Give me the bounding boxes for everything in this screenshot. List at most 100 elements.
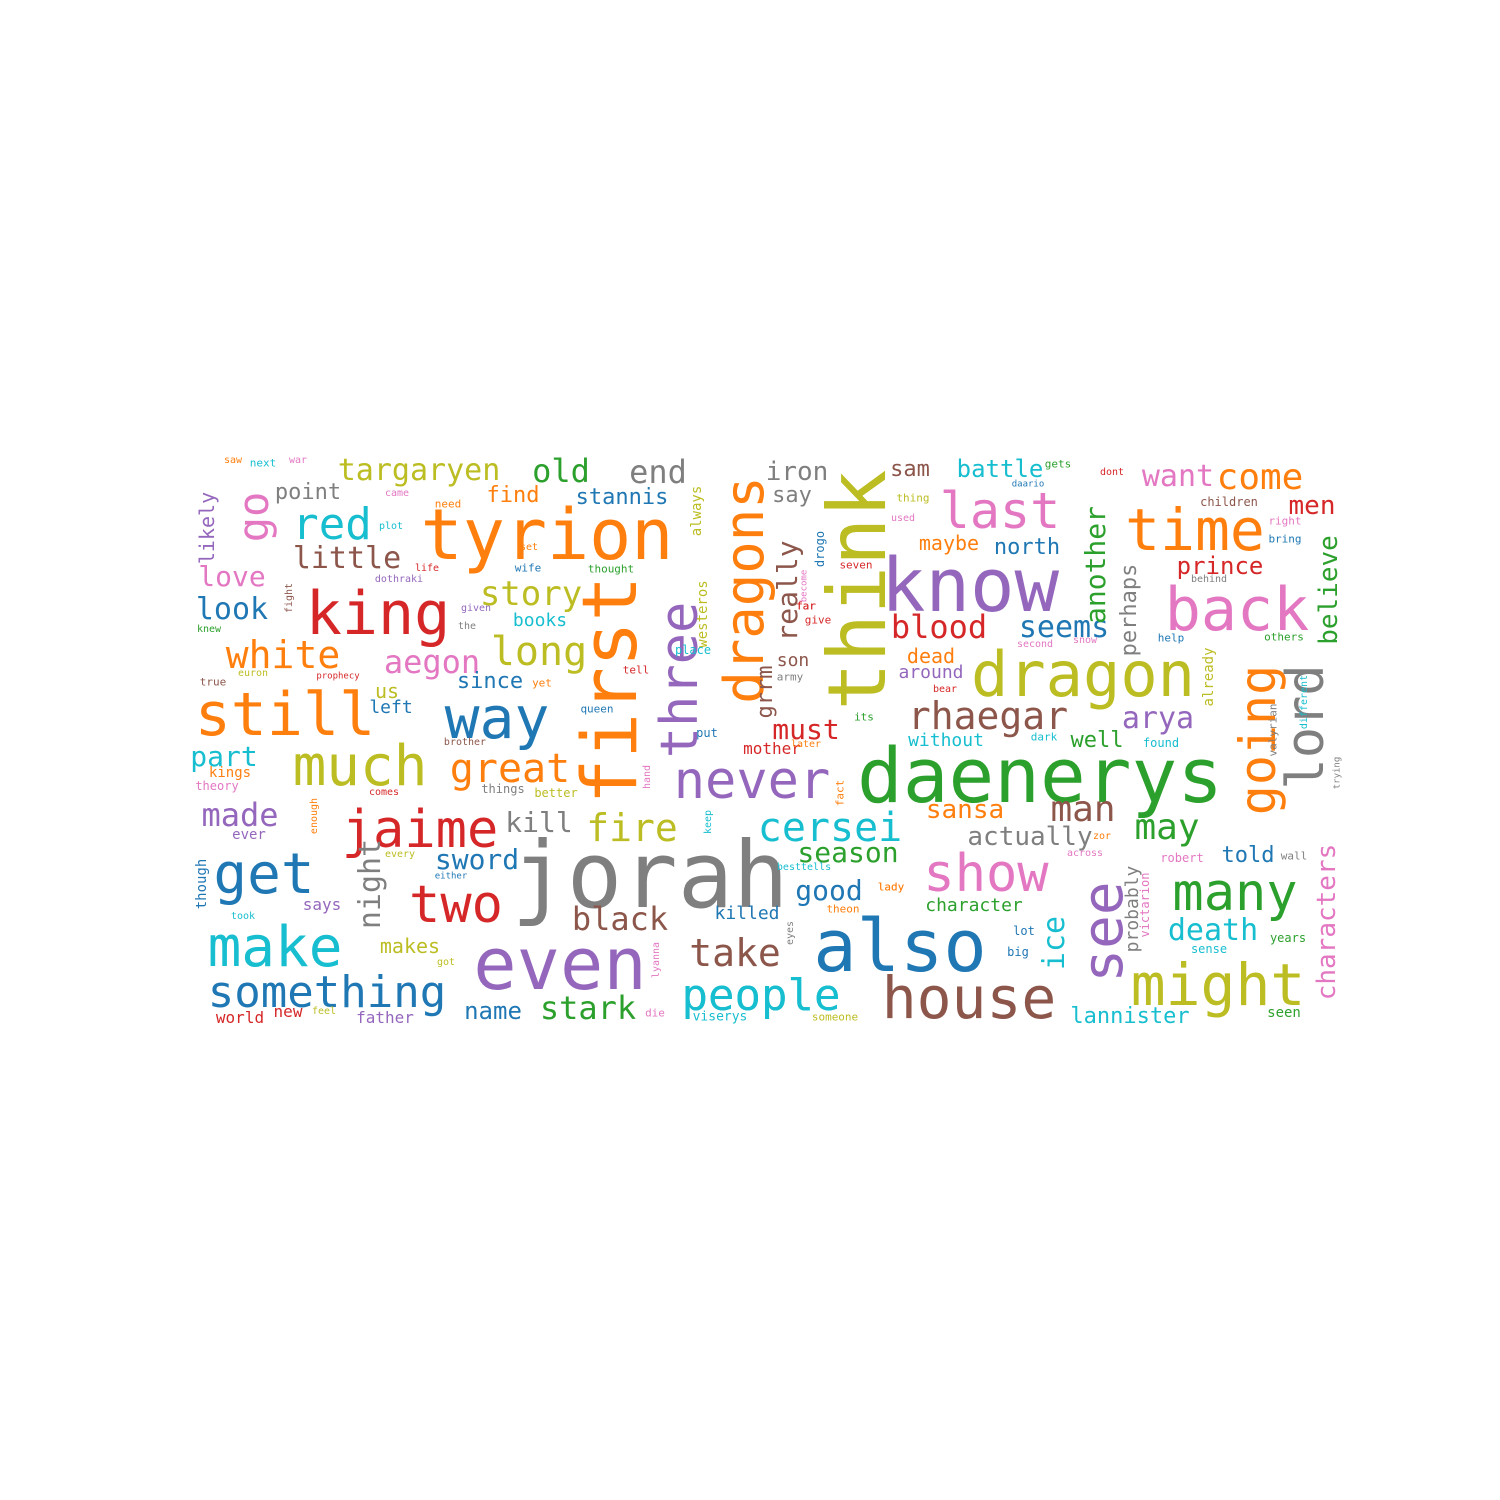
word-point: point xyxy=(274,480,342,505)
word-sword: sword xyxy=(434,843,520,876)
word-know: know xyxy=(880,543,1060,629)
word-prince: prince xyxy=(1176,552,1264,580)
word-brother: brother xyxy=(443,737,487,748)
word-others: others xyxy=(1264,630,1304,644)
word-lady: lady xyxy=(877,880,905,894)
word-look: look xyxy=(195,592,269,627)
word-might: might xyxy=(1130,951,1306,1019)
word-left: left xyxy=(369,697,413,718)
word-zor: zor xyxy=(1092,831,1112,842)
word-took: took xyxy=(230,911,256,922)
word-jaime: jaime xyxy=(341,800,499,860)
word-another: another xyxy=(1079,505,1112,625)
word-different: different xyxy=(1299,674,1310,730)
word-enough: enough xyxy=(309,797,320,835)
word-thought: thought xyxy=(587,562,635,576)
word-need: need xyxy=(434,497,462,511)
word-house: house xyxy=(881,964,1057,1032)
word-red: red xyxy=(292,499,372,550)
word-set: set xyxy=(519,542,539,553)
word-used: used xyxy=(890,513,916,524)
word-dark: dark xyxy=(1030,730,1058,744)
word-far2: far xyxy=(796,599,816,613)
word-old: old xyxy=(532,452,590,490)
word-long: long xyxy=(490,629,588,675)
word-stannis: stannis xyxy=(575,485,669,510)
word-actually: actually xyxy=(967,822,1093,852)
word-got: got xyxy=(436,957,456,968)
word-later: later xyxy=(790,739,822,750)
word-ice: ice xyxy=(1037,915,1072,971)
word-believe: believe xyxy=(1314,535,1344,645)
word-likely: likely xyxy=(195,491,219,565)
word-father: father xyxy=(356,1008,414,1027)
word-prophecy: prophecy xyxy=(316,671,360,682)
word-daario: daario xyxy=(1011,479,1045,490)
word-grrm: grrm xyxy=(753,665,778,719)
word-killed: killed xyxy=(714,903,780,924)
word-also: also xyxy=(813,904,987,988)
word-well: well xyxy=(1070,728,1124,753)
word-valyrian: valyrian xyxy=(1266,703,1280,757)
word-without: without xyxy=(908,730,984,751)
word-lady2: lady xyxy=(877,880,905,894)
word-end: end xyxy=(629,453,687,491)
word-help: help xyxy=(1157,631,1185,645)
word-give: give xyxy=(804,613,832,627)
word-right: right xyxy=(1268,514,1302,528)
word-really: really xyxy=(771,540,804,642)
word-queen: queen xyxy=(580,702,614,716)
word-part: part xyxy=(190,740,258,773)
word-season: season xyxy=(797,836,899,869)
word-theory: theory xyxy=(195,779,239,793)
word-cersei: cersei xyxy=(757,805,903,851)
word-something: something xyxy=(207,967,447,1018)
word-euron: euron xyxy=(237,668,269,679)
word-iron: iron xyxy=(765,457,829,487)
word-daenerys: daenerys xyxy=(856,731,1224,820)
word-lannister: lannister xyxy=(1070,1004,1190,1029)
word-death: death xyxy=(1167,913,1259,948)
word-the: the xyxy=(457,621,477,632)
word-put: put xyxy=(696,726,718,740)
word-though: though xyxy=(194,858,210,910)
word-tyrion: tyrion xyxy=(420,494,674,576)
word-north: north xyxy=(993,535,1061,560)
word-son: son xyxy=(776,650,810,671)
word-sense: sense xyxy=(1190,942,1228,956)
word-kings: kings xyxy=(208,765,252,781)
word-hand: hand xyxy=(642,764,653,790)
word-saw: saw xyxy=(223,455,243,466)
word-time: time xyxy=(1125,496,1265,564)
word-wife: wife xyxy=(514,561,542,575)
word-white: white xyxy=(225,633,341,677)
word-makes: makes xyxy=(379,934,441,958)
word-blood: blood xyxy=(890,608,988,646)
word-dothraki: dothraki xyxy=(374,574,424,585)
word-man: man xyxy=(1050,789,1116,830)
word-besttells: besttells xyxy=(776,862,832,873)
word-show: show xyxy=(923,844,1049,904)
word-night: night xyxy=(353,838,388,930)
word-came: came xyxy=(384,488,410,499)
word-rhaegar: rhaegar xyxy=(907,694,1069,738)
word-better: better xyxy=(534,786,578,800)
word-dont: dont xyxy=(1099,467,1125,478)
word-targaryen: targaryen xyxy=(337,453,501,488)
word-people: people xyxy=(681,970,841,1021)
word-either: either xyxy=(434,871,468,882)
word-its: its xyxy=(854,710,874,724)
word-character: character xyxy=(925,895,1023,916)
word-life: life xyxy=(414,563,440,574)
word-big: big xyxy=(1007,945,1029,959)
word-back: back xyxy=(1164,575,1310,645)
word-says: says xyxy=(302,895,342,914)
word-someone: someone xyxy=(811,1010,859,1024)
word-found: found xyxy=(1142,736,1180,750)
word-far: far xyxy=(796,599,816,613)
word-since: since xyxy=(456,669,524,694)
word-love: love xyxy=(198,560,266,593)
word-theon: theon xyxy=(826,902,860,916)
word-never: never xyxy=(673,751,831,811)
word-sansa: sansa xyxy=(925,795,1005,825)
